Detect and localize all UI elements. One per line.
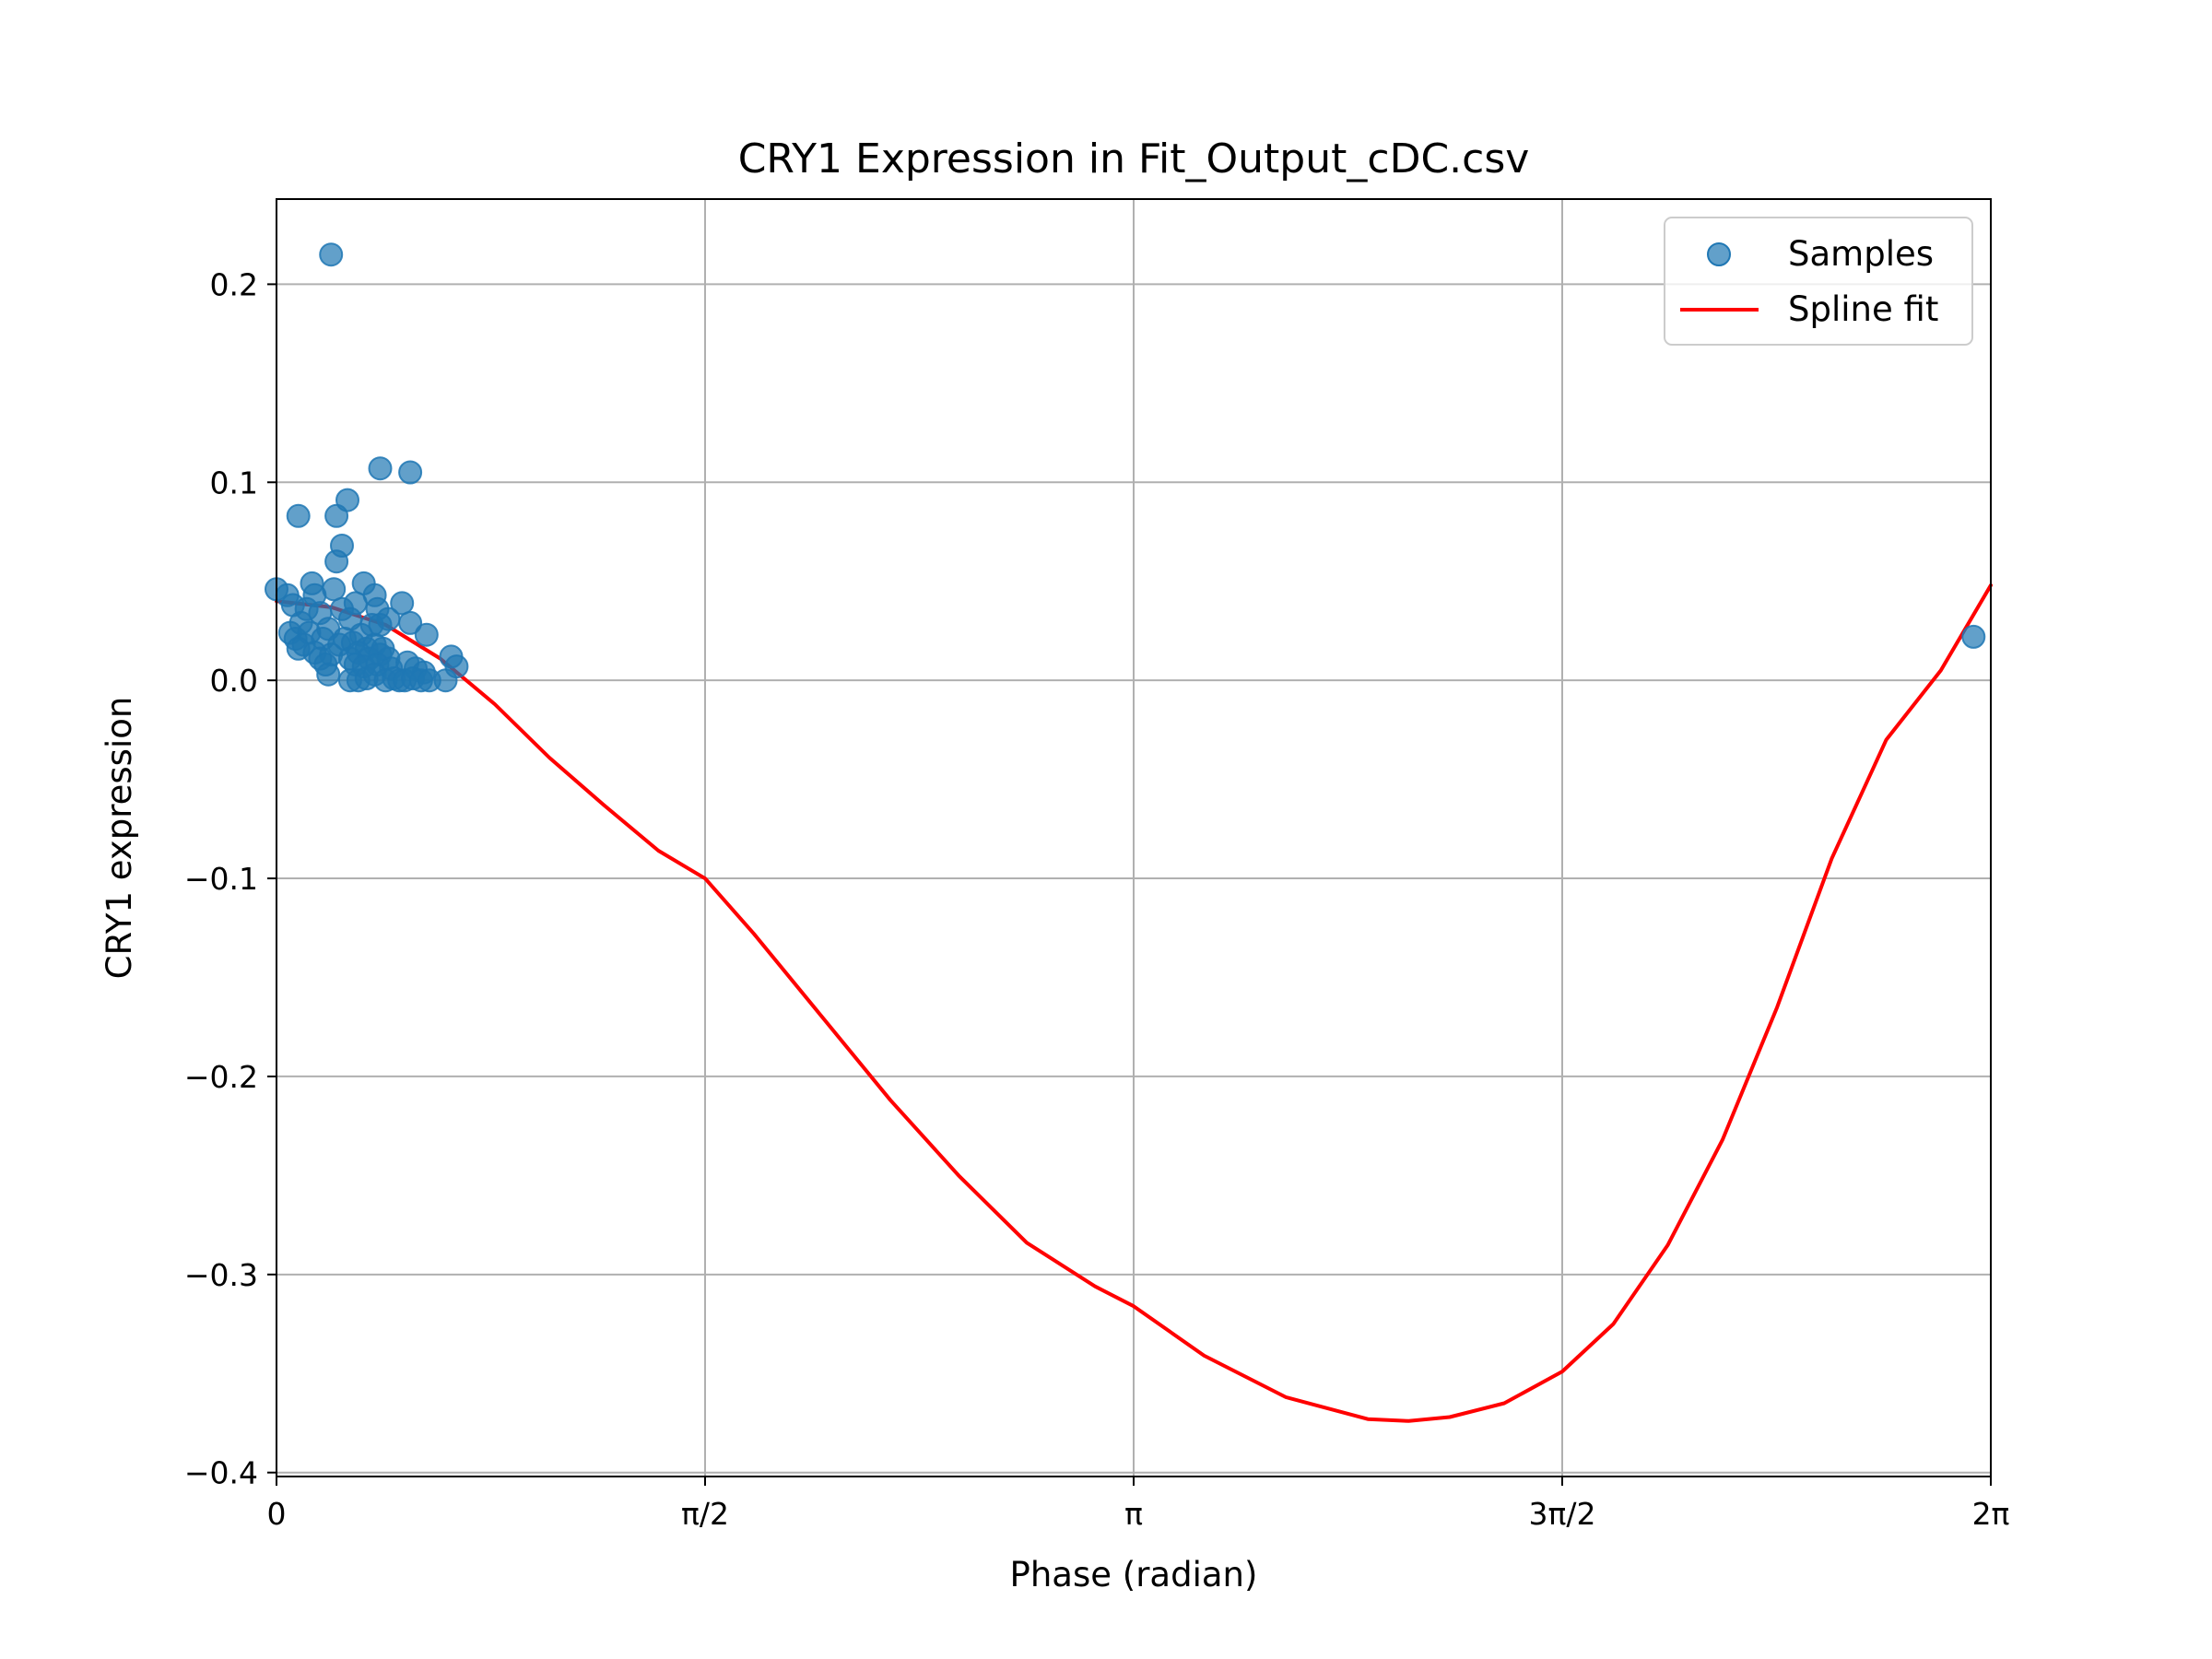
y-axis-ticks: 0.2 0.1 0.0 −0.1 −0.2 −0.3 −0.4 (184, 266, 276, 1491)
sample-point (368, 456, 393, 481)
y-tick-label: −0.3 (184, 1257, 258, 1293)
sample-point (1961, 624, 1986, 649)
x-axis-ticks: 0 π/2 π 3π/2 2π (267, 1477, 2010, 1532)
sample-point (368, 613, 393, 637)
legend-samples-marker (1707, 242, 1731, 266)
sample-point (286, 503, 311, 528)
sample-point (335, 488, 359, 512)
y-tick-label: 0.2 (210, 266, 258, 302)
x-tick-label: 3π/2 (1529, 1496, 1596, 1532)
y-tick-label: −0.1 (184, 861, 258, 897)
chart-title: CRY1 Expression in Fit_Output_cDC.csv (738, 135, 1530, 182)
sample-point (433, 668, 458, 693)
samples-series (265, 242, 1986, 693)
legend-samples-label: Samples (1788, 234, 1934, 274)
y-tick-label: 0.1 (210, 465, 258, 500)
sample-point (319, 242, 344, 267)
y-tick-label: 0.0 (210, 663, 258, 699)
sample-point (316, 662, 341, 687)
x-tick-label: 2π (1972, 1496, 2010, 1532)
sample-point (398, 610, 423, 635)
sample-point (398, 460, 423, 485)
x-tick-label: 0 (267, 1496, 287, 1532)
legend: Samples Spline fit (1664, 217, 1973, 346)
spline-fit-series (275, 583, 1993, 1423)
legend-spline-label: Spline fit (1788, 289, 1938, 329)
sample-point (390, 591, 415, 616)
sample-point (324, 549, 349, 574)
legend-box (1664, 217, 1973, 346)
x-tick-label: π (1124, 1496, 1143, 1532)
x-tick-label: π/2 (681, 1496, 729, 1532)
x-axis-label: Phase (radian) (1010, 1555, 1258, 1594)
sample-point (414, 622, 439, 647)
y-tick-label: −0.4 (184, 1455, 258, 1491)
y-tick-label: −0.2 (184, 1059, 258, 1095)
spline-fit-line (275, 583, 1993, 1423)
y-axis-label: CRY1 expression (100, 697, 139, 980)
